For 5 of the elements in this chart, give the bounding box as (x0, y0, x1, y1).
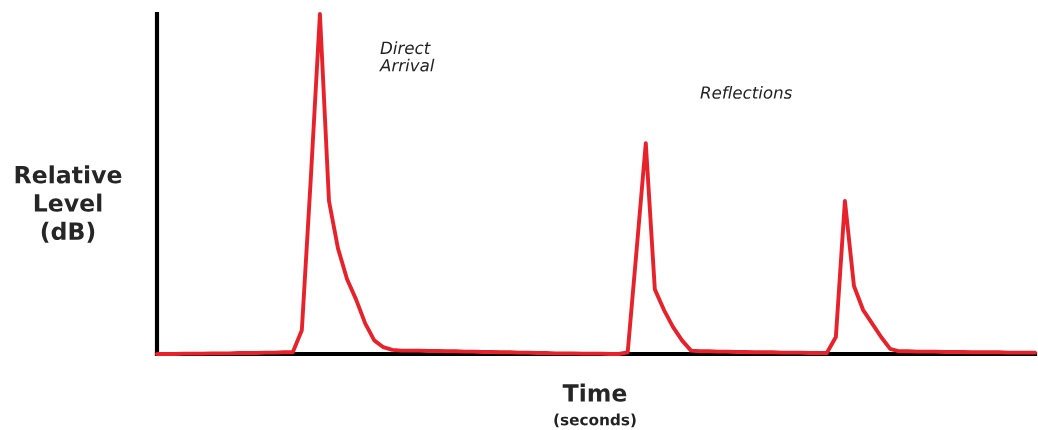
x-axis-title: Time (562, 383, 627, 402)
annotation: Reflections (700, 85, 793, 99)
text: (seconds) (554, 413, 636, 428)
annotation: Direct Arrival (379, 41, 435, 72)
y-axis-title: Relative Level (dB) (15, 165, 122, 243)
